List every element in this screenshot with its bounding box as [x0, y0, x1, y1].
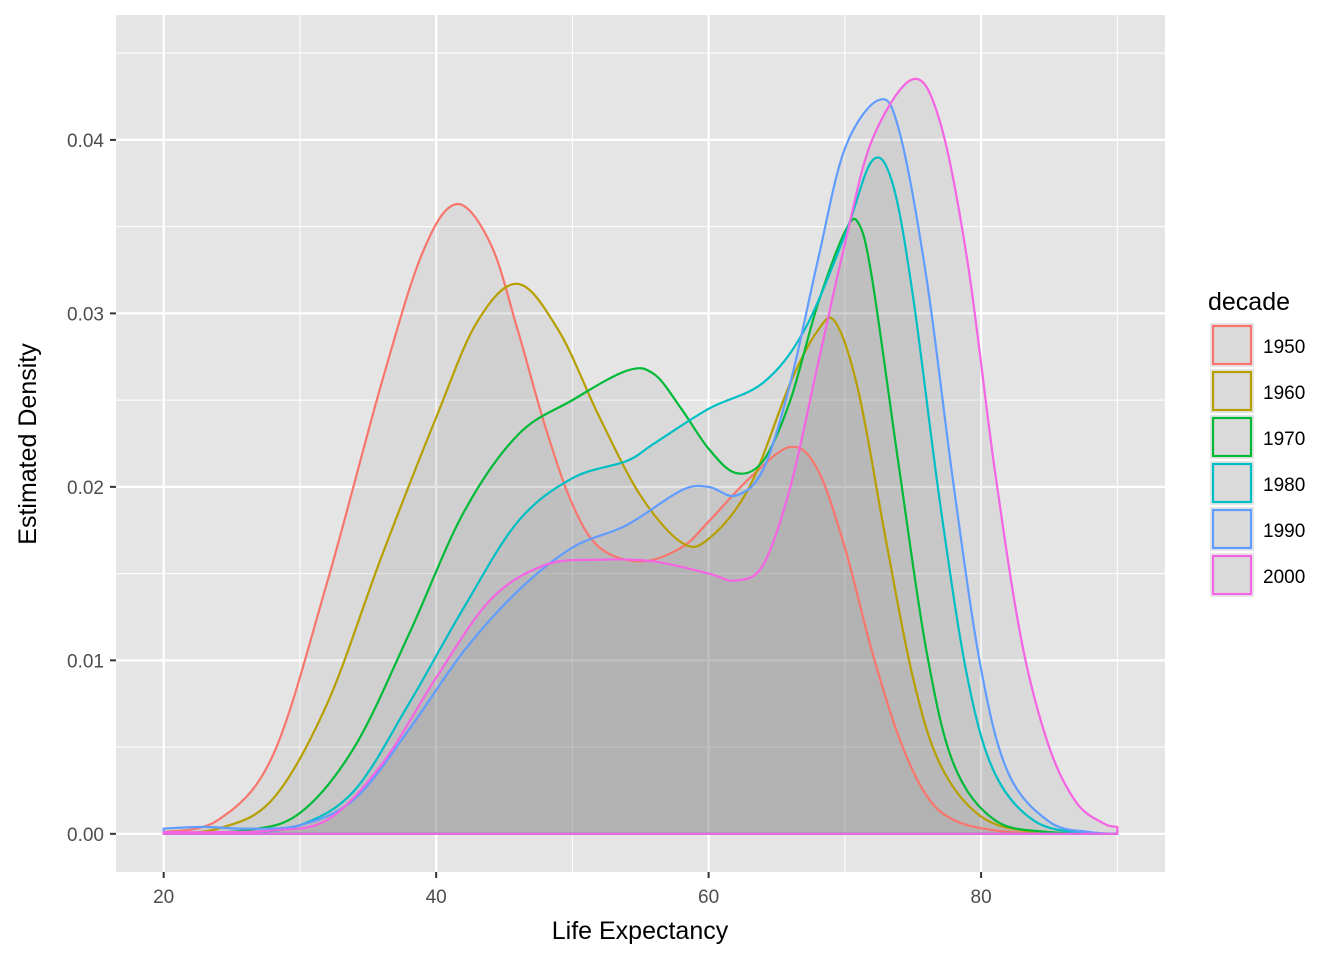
legend-label-2000: 2000: [1263, 567, 1305, 588]
legend-key-1960: [1211, 370, 1253, 412]
x-tick-labels: 20 40 60 80: [153, 887, 992, 908]
legend-label-1960: 1960: [1263, 383, 1305, 404]
legend-key-bg-2000: [1210, 553, 1254, 597]
x-axis-title: Life Expectancy: [552, 917, 729, 945]
y-tick-labels: 0.00 0.01 0.02 0.03 0.04: [67, 131, 104, 846]
legend: decade 1950 1960 1970 1980 1990 2000: [1208, 288, 1305, 597]
y-tick-label: 0.04: [67, 131, 104, 152]
legend-items: 1950 1960 1970 1980 1990 2000: [1210, 323, 1305, 597]
legend-key-1990: [1211, 508, 1253, 550]
x-tick-label: 40: [426, 887, 447, 908]
legend-title: decade: [1208, 288, 1290, 316]
legend-key-bg-1980: [1210, 461, 1254, 505]
minor-grid: [116, 15, 1165, 872]
density-lines: [162, 77, 1119, 835]
density-line-1970: [162, 217, 1119, 835]
y-tick-label: 0.00: [67, 825, 104, 846]
density-area-2000: [163, 78, 1118, 834]
legend-label-1950: 1950: [1263, 337, 1305, 358]
legend-key-1980: [1211, 462, 1253, 504]
axis-ticks: [110, 138, 983, 878]
density-area-1990: [163, 99, 1118, 834]
density-line-1980: [162, 156, 1119, 835]
density-line-1990: [162, 98, 1119, 835]
legend-label-1970: 1970: [1263, 429, 1305, 450]
legend-label-1990: 1990: [1263, 521, 1305, 542]
density-line-1960: [162, 282, 1119, 835]
y-tick-label: 0.03: [67, 304, 104, 325]
y-axis-title: Estimated Density: [14, 343, 42, 545]
legend-key-bg-1950: [1210, 323, 1254, 367]
density-area-1970: [163, 218, 1118, 834]
density-line-2000: [162, 77, 1119, 835]
legend-key-2000: [1211, 554, 1253, 596]
x-tick-label: 60: [698, 887, 719, 908]
legend-key-bg-1960: [1210, 369, 1254, 413]
legend-key-1950: [1211, 324, 1253, 366]
y-tick-label: 0.01: [67, 651, 104, 672]
x-tick-label: 80: [971, 887, 992, 908]
legend-label-1980: 1980: [1263, 475, 1305, 496]
legend-key-bg-1970: [1210, 415, 1254, 459]
x-tick-label: 20: [153, 887, 174, 908]
y-tick-label: 0.02: [67, 478, 104, 499]
legend-key-bg-1990: [1210, 507, 1254, 551]
legend-key-1970: [1211, 416, 1253, 458]
density-area-1960: [163, 283, 1118, 834]
